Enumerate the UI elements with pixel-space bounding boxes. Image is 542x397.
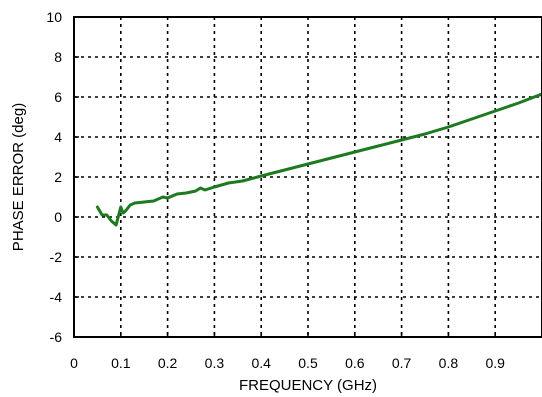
- x-tick-labels: 0 0.1 0.2 0.3 0.4 0.5 0.6 0.7 0.8 0.9: [70, 355, 505, 371]
- phase-error-series-line: [95, 92, 542, 227]
- x-tick-label: 0.3: [205, 355, 225, 371]
- grid-lines: [74, 17, 542, 337]
- x-tick-label: 0: [70, 355, 78, 371]
- x-tick-label: 0.1: [111, 355, 131, 371]
- series-layer: [95, 92, 542, 227]
- y-tick-labels: -6 -4 -2 0 2 4 6 8 10: [46, 9, 62, 345]
- x-tick-label: 0.8: [439, 355, 459, 371]
- x-tick-label: 0.6: [345, 355, 365, 371]
- x-tick-label: 0.7: [392, 355, 412, 371]
- y-tick-label: 10: [46, 9, 62, 25]
- y-tick-label: 8: [54, 49, 62, 65]
- x-tick-label: 0.2: [158, 355, 178, 371]
- x-tick-label: 0.9: [485, 355, 505, 371]
- plot-frame: [73, 16, 542, 338]
- y-tick-label: 4: [54, 129, 62, 145]
- y-tick-label: 0: [54, 209, 62, 225]
- y-tick-label: -2: [50, 249, 63, 265]
- y-tick-label: 6: [54, 89, 62, 105]
- x-tick-label: 0.4: [251, 355, 271, 371]
- y-tick-label: -6: [50, 329, 63, 345]
- y-axis-label: PHASE ERROR (deg): [10, 103, 27, 251]
- x-tick-label: 0.5: [298, 355, 318, 371]
- x-axis-label: FREQUENCY (GHz): [239, 377, 377, 394]
- y-tick-label: 2: [54, 169, 62, 185]
- y-tick-label: -4: [50, 289, 63, 305]
